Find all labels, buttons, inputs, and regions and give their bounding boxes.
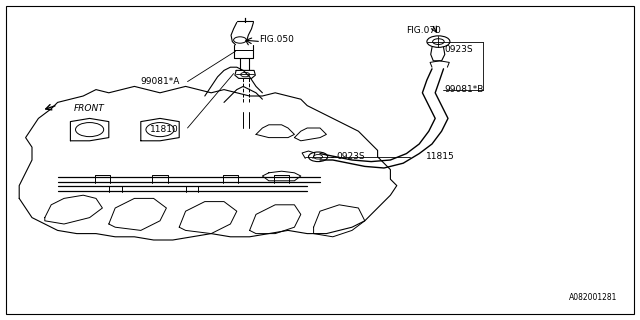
Text: FIG.070: FIG.070 bbox=[406, 26, 441, 35]
Text: 99081*A: 99081*A bbox=[141, 77, 180, 86]
Text: 11810: 11810 bbox=[150, 125, 179, 134]
Text: 11815: 11815 bbox=[426, 152, 454, 161]
Text: FIG.050: FIG.050 bbox=[259, 36, 294, 44]
Text: 99081*B: 99081*B bbox=[445, 85, 484, 94]
Text: A082001281: A082001281 bbox=[569, 293, 618, 302]
Text: FRONT: FRONT bbox=[74, 104, 104, 113]
Text: 0923S: 0923S bbox=[445, 45, 474, 54]
Text: 0923S: 0923S bbox=[336, 152, 365, 161]
